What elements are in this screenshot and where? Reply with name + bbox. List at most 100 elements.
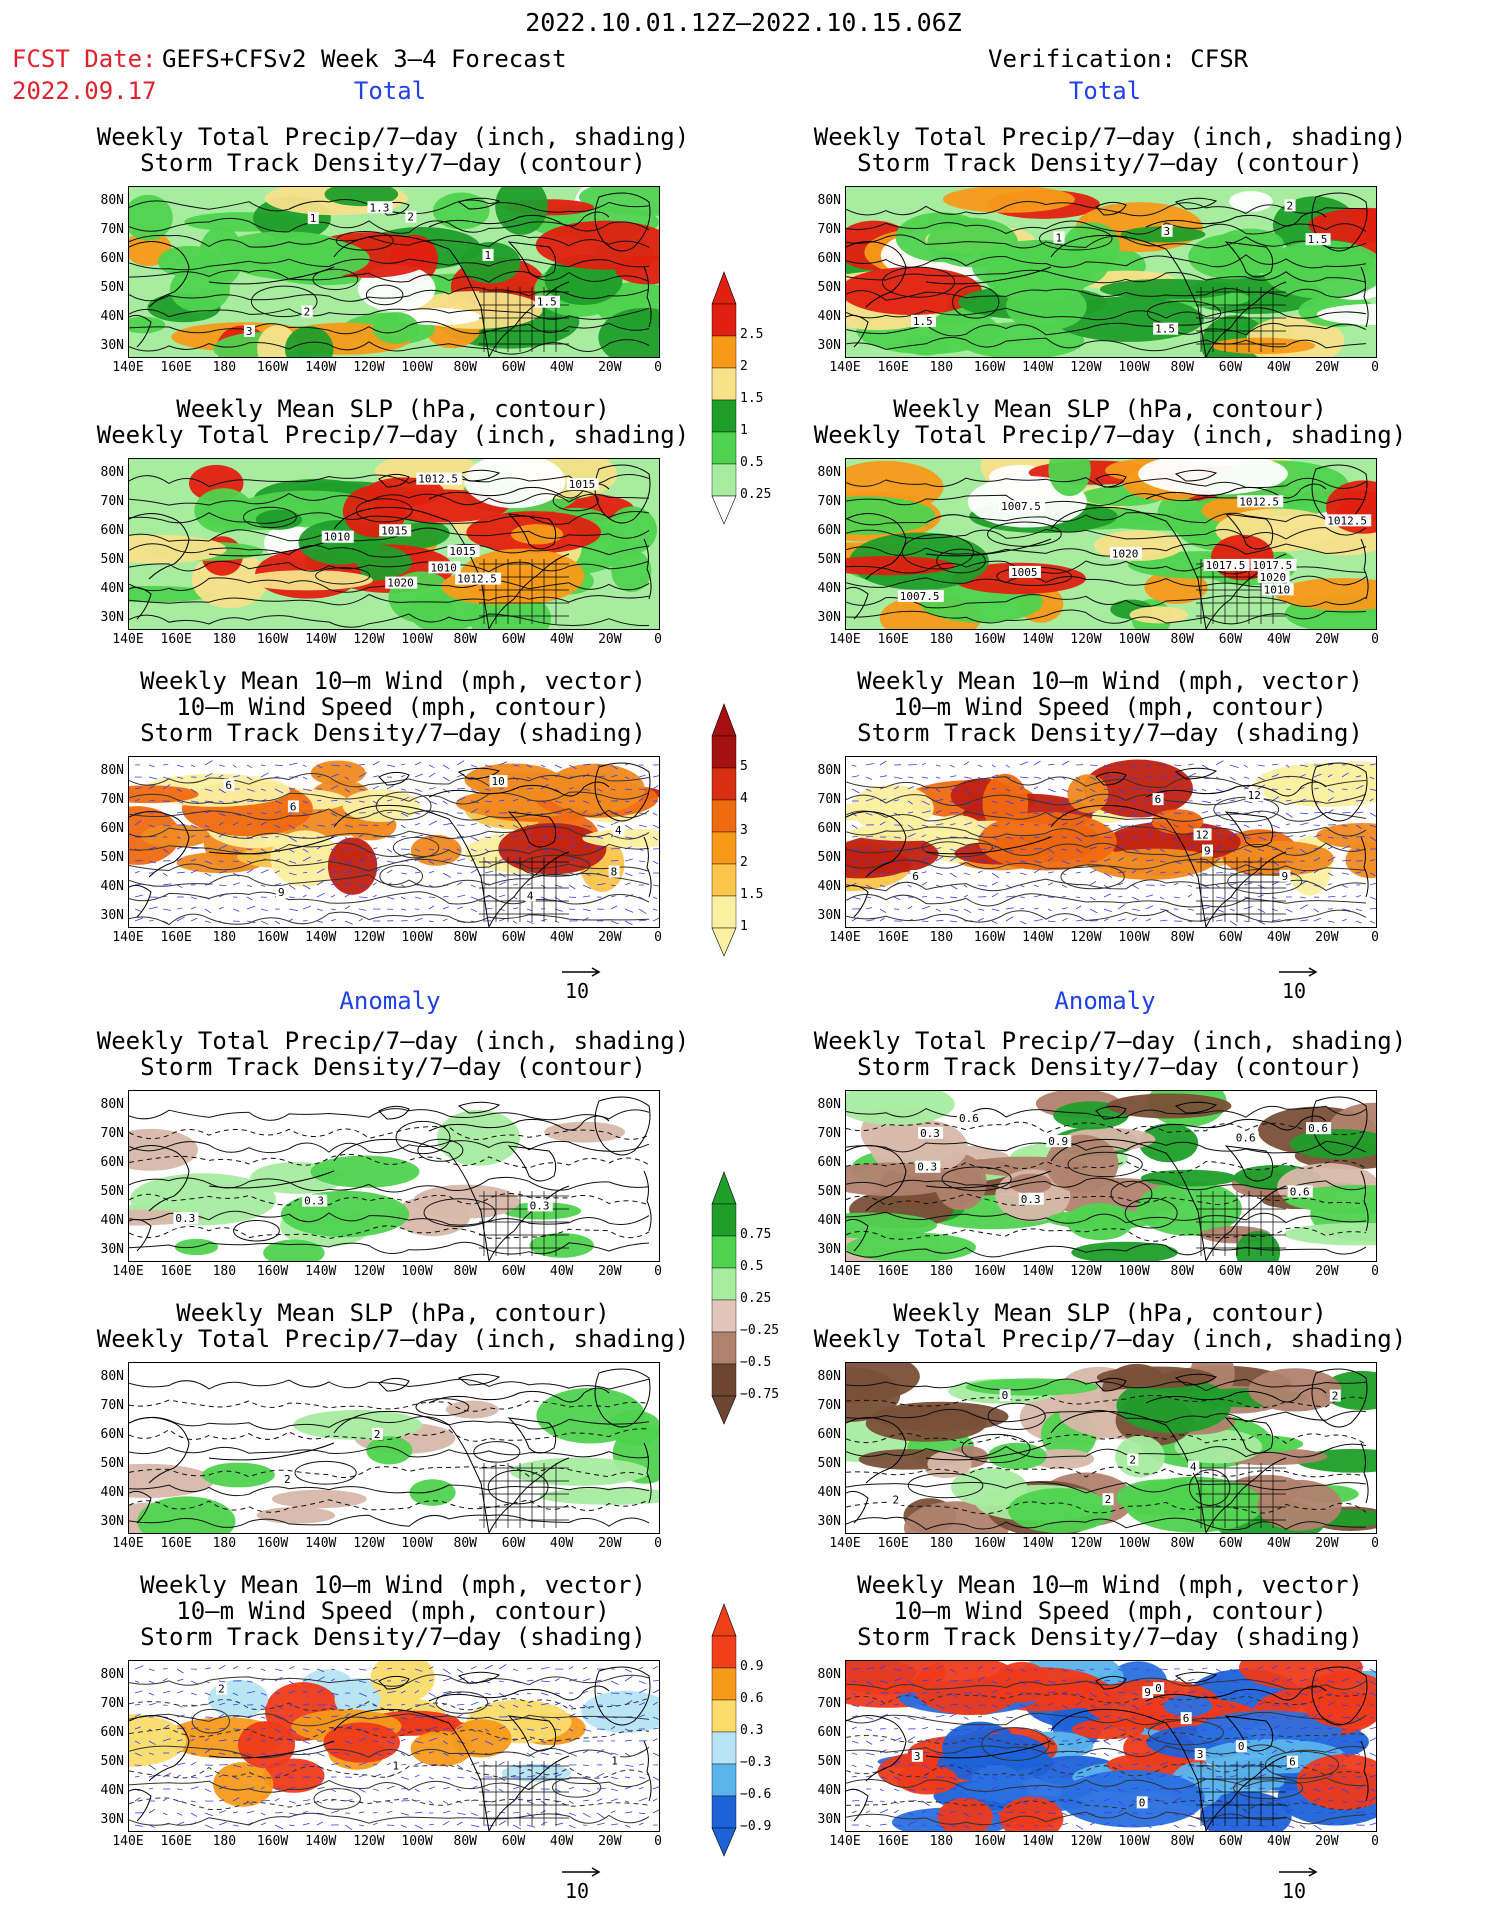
lon-tick-label: 180 bbox=[929, 930, 954, 945]
section-anomaly-left: Anomaly bbox=[339, 987, 441, 1015]
lon-tick-label: 60W bbox=[1218, 360, 1243, 375]
lat-tick-label: 60N bbox=[817, 523, 841, 538]
lat-tick-label: 60N bbox=[817, 1725, 841, 1740]
lon-tick-label: 80W bbox=[1170, 632, 1194, 647]
lon-tick-label: 140E bbox=[112, 1264, 144, 1279]
contour-label: 4 bbox=[527, 889, 534, 902]
lon-tick-label: 60W bbox=[1218, 1834, 1243, 1849]
lon-tick-label: 60W bbox=[501, 1834, 526, 1849]
contour-label: 3 bbox=[1164, 225, 1171, 238]
lat-tick-label: 40N bbox=[817, 581, 841, 596]
lon-tick-label: 140E bbox=[112, 1834, 144, 1849]
contour-label: 0 bbox=[1238, 1740, 1245, 1753]
vector-ref-label-1: 10 bbox=[565, 979, 590, 1003]
lon-tick-label: 160W bbox=[256, 632, 289, 647]
fcst-date-label: FCST Date: bbox=[12, 45, 157, 73]
shading-layer bbox=[846, 759, 1376, 896]
lat-tick-label: 30N bbox=[817, 610, 841, 625]
contour-label: 1017.5 bbox=[1253, 559, 1293, 572]
contour-layer bbox=[846, 775, 1367, 923]
coastline-layer bbox=[129, 762, 652, 927]
lat-tick-label: 60N bbox=[100, 1427, 124, 1442]
lon-tick-label: 0 bbox=[1371, 1264, 1379, 1279]
fcst-date: 2022.09.17 bbox=[12, 77, 157, 105]
contour-label: 0.6 bbox=[959, 1112, 979, 1125]
colorbar-tick-label: −0.25 bbox=[740, 1323, 780, 1338]
coastline-layer bbox=[129, 464, 652, 629]
contour-label: 2 bbox=[1129, 1453, 1136, 1466]
lon-tick-label: 100W bbox=[401, 930, 433, 945]
lon-tick-label: 140W bbox=[1022, 1264, 1054, 1279]
map-plot: 0 3 0 6 9 3 6 0 bbox=[845, 1660, 1377, 1832]
panel-title-line: Storm Track Density/7–day (shading) bbox=[857, 719, 1363, 747]
state-borders bbox=[479, 559, 569, 624]
state-borders bbox=[1196, 1191, 1286, 1256]
lon-tick-label: 180 bbox=[212, 360, 237, 375]
lon-tick-label: 20W bbox=[1315, 1264, 1339, 1279]
colorbar-tick-label: 2 bbox=[740, 855, 748, 870]
colorbar-tick-label: −0.9 bbox=[740, 1819, 772, 1834]
vector-ref-arrow-2 bbox=[1277, 960, 1321, 984]
lat-tick-label: 50N bbox=[817, 552, 841, 567]
lon-tick-label: 80W bbox=[453, 360, 477, 375]
lon-tick-label: 100W bbox=[1118, 632, 1150, 647]
lat-tick-label: 60N bbox=[817, 821, 841, 836]
panel-title-line: Weekly Total Precip/7–day (inch, shading… bbox=[96, 123, 690, 151]
lat-tick-label: 60N bbox=[817, 1155, 841, 1170]
contour-label: 6 bbox=[1183, 1712, 1190, 1725]
lon-tick-label: 140W bbox=[1022, 360, 1054, 375]
contour-label: 9 bbox=[1144, 1686, 1151, 1699]
contour-label: 1010 bbox=[430, 561, 457, 574]
contour-label: 1.5 bbox=[1155, 323, 1175, 336]
lon-tick-label: 100W bbox=[1118, 930, 1150, 945]
section-anomaly-right: Anomaly bbox=[1054, 987, 1156, 1015]
lon-tick-label: 140W bbox=[305, 1264, 337, 1279]
lon-tick-label: 180 bbox=[212, 632, 237, 647]
state-borders bbox=[479, 1761, 569, 1826]
lat-tick-label: 50N bbox=[100, 1184, 124, 1199]
lat-tick-label: 80N bbox=[817, 1097, 841, 1112]
panel-title-line: Weekly Mean SLP (hPa, contour) bbox=[893, 1299, 1327, 1327]
shading-layer bbox=[129, 1661, 659, 1807]
lat-tick-label: 50N bbox=[817, 850, 841, 865]
lat-tick-label: 50N bbox=[817, 1184, 841, 1199]
panel-title-line: Weekly Mean 10–m Wind (mph, vector) bbox=[857, 667, 1363, 695]
colorbar-tick-label: 0.25 bbox=[740, 1291, 772, 1306]
contour-label: 0.9 bbox=[1048, 1135, 1068, 1148]
lon-tick-label: 120W bbox=[353, 1264, 385, 1279]
contour-label: 1010 bbox=[324, 531, 351, 544]
lon-tick-label: 120W bbox=[1070, 930, 1102, 945]
lon-tick-label: 80W bbox=[453, 1264, 477, 1279]
lon-tick-label: 140E bbox=[112, 632, 144, 647]
lat-tick-label: 30N bbox=[100, 1514, 124, 1529]
lat-tick-label: 40N bbox=[100, 309, 124, 324]
contour-label: 1012.5 bbox=[1327, 514, 1367, 527]
lon-tick-label: 180 bbox=[212, 1264, 237, 1279]
contour-layer bbox=[129, 1378, 650, 1528]
lon-tick-label: 160W bbox=[973, 930, 1006, 945]
lon-tick-label: 120W bbox=[1070, 1834, 1102, 1849]
contour-label: 6 bbox=[290, 800, 297, 813]
shading-layer bbox=[129, 187, 659, 357]
lon-tick-label: 100W bbox=[401, 1834, 433, 1849]
lon-tick-label: 120W bbox=[353, 632, 385, 647]
panel-title-line: Storm Track Density/7–day (shading) bbox=[140, 719, 646, 747]
lat-tick-label: 50N bbox=[100, 280, 124, 295]
panel-title-line: Storm Track Density/7–day (shading) bbox=[140, 1623, 646, 1651]
verification-label: Verification: CFSR bbox=[988, 45, 1249, 73]
state-borders bbox=[1196, 857, 1286, 922]
lon-tick-label: 20W bbox=[598, 632, 622, 647]
contour-label: 0 bbox=[1002, 1389, 1009, 1402]
coastline-layer bbox=[846, 1666, 1369, 1831]
panel-title-line: 10–m Wind Speed (mph, contour) bbox=[176, 1597, 610, 1625]
lat-tick-label: 80N bbox=[100, 1667, 124, 1682]
contour-layer bbox=[846, 201, 1367, 352]
panel-title-line: Weekly Total Precip/7–day (inch, shading… bbox=[96, 1325, 690, 1353]
shading-layer bbox=[129, 1109, 626, 1261]
panel-title-line: Weekly Mean SLP (hPa, contour) bbox=[893, 395, 1327, 423]
lon-tick-label: 80W bbox=[453, 1834, 477, 1849]
lon-tick-label: 20W bbox=[1315, 1536, 1339, 1551]
coastline-layer bbox=[129, 1666, 652, 1831]
lat-tick-label: 50N bbox=[100, 1456, 124, 1471]
contour-label: 9 bbox=[1281, 870, 1288, 883]
